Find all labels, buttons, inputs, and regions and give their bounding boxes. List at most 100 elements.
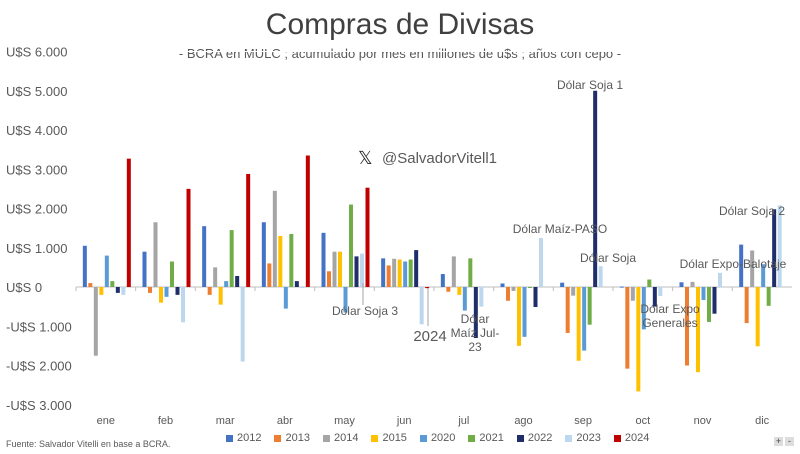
bar-2012-jul [440, 274, 445, 287]
legend-item-2012: 2012 [226, 432, 261, 444]
bar-2020-mar [224, 281, 229, 287]
bar-2020-feb [164, 287, 169, 297]
legend-label: 2014 [333, 432, 359, 444]
bar-2023-jul [479, 287, 484, 307]
bar-2013-feb [148, 287, 152, 293]
bar-2022-feb [175, 287, 180, 295]
annotation-label: Dólar Soja 2 [718, 204, 786, 218]
annotation-label: Dólar Expo-Balotaje [679, 257, 787, 271]
bar-2021-sep [587, 287, 592, 325]
legend-label: 2024 [624, 432, 650, 444]
bar-2013-may [327, 271, 331, 287]
zoom-out-button[interactable]: - [785, 437, 794, 446]
x-tick-label: ago [514, 415, 532, 427]
x-tick-label: jun [396, 415, 412, 427]
legend-item-2022: 2022 [516, 432, 553, 444]
legend-swatch [565, 434, 573, 442]
annotation-label: Dólar Soja 3 [331, 304, 399, 318]
legend-label: 2012 [237, 432, 262, 444]
bar-2022-jul [473, 287, 478, 339]
bar-2014-jul [451, 256, 456, 287]
bar-2012-dic [739, 244, 744, 287]
legend-swatch [371, 434, 379, 442]
bar-2013-abr [267, 263, 272, 287]
legend-label: 2013 [285, 432, 310, 444]
x-logo-icon: 𝕏 [358, 148, 373, 168]
y-tick-label: U$S 5.000 [6, 84, 67, 99]
bar-2012-ene [82, 245, 87, 287]
legend-swatch [516, 434, 524, 442]
legend-label: 2022 [527, 432, 553, 444]
bar-2021-ago [528, 287, 532, 288]
bar-2012-mar [202, 226, 207, 287]
bar-2020-may [343, 287, 348, 313]
x-tick-label: jul [457, 415, 469, 427]
bar-2023-mar [240, 287, 245, 362]
bar-2015-jun [397, 259, 402, 287]
x-tick-label: sep [574, 415, 592, 427]
legend-label: 2021 [479, 432, 504, 444]
bar-2022-ago [533, 287, 538, 308]
x-tick-label: mar [216, 415, 235, 427]
y-tick-label: U$S 2.000 [6, 202, 67, 217]
bar-2023-sep [598, 266, 603, 287]
bar-2020-jun [403, 261, 408, 287]
bar-2023-abr [300, 287, 305, 288]
x-tick-label: nov [694, 415, 712, 427]
y-tick-label: -U$S 3.000 [6, 398, 72, 413]
bar-2021-ene [110, 281, 115, 287]
legend-swatch [613, 434, 621, 442]
bar-2014-feb [153, 222, 158, 287]
bar-2015-sep [576, 287, 581, 361]
bar-2015-oct [636, 287, 641, 392]
bar-2015-jul [457, 287, 462, 295]
chart-subtitle: - BCRA en MULC ; acumulado por mes en mi… [178, 46, 622, 61]
annotation-label: Dólar Soja [579, 251, 637, 265]
legend-swatch [322, 434, 330, 442]
bar-2012-jun [381, 258, 386, 287]
bar-2021-may [349, 204, 353, 287]
bar-2015-ago [517, 287, 521, 346]
bar-2013-mar [207, 287, 212, 295]
bar-2021-jun [408, 259, 413, 287]
bar-2014-may [332, 251, 337, 287]
bar-2020-sep [582, 287, 587, 351]
legend-item-2014: 2014 [322, 432, 359, 444]
bar-2015-nov [696, 287, 700, 373]
legend-swatch [419, 434, 427, 442]
x-tick-label: abr [277, 415, 293, 427]
bar-2021-nov [707, 287, 711, 322]
annotation-label: Dólar Expo Generales [640, 302, 700, 330]
bar-2013-sep [565, 287, 570, 333]
legend-item-2024: 2024 [613, 432, 650, 444]
bar-2020-oct [641, 287, 646, 330]
bar-2012-ago [500, 283, 505, 287]
bar-2023-dic [777, 205, 782, 287]
legend-item-2015: 2015 [371, 432, 407, 444]
legend: 2012 2013 2014 2015 2020 2021 2022 2023 2024 [226, 432, 649, 444]
bar-2015-mar [218, 287, 223, 305]
bar-2015-abr [278, 235, 283, 287]
legend-label: 2023 [576, 432, 601, 444]
bar-2021-mar [229, 230, 234, 287]
bar-2020-jul [462, 287, 467, 311]
y-tick-label: U$S 3.000 [6, 162, 67, 177]
legend-item-2021: 2021 [468, 432, 504, 444]
annotation-label: Dólar Maíz-PASO [512, 222, 608, 236]
zoom-in-button[interactable]: + [774, 436, 783, 446]
legend-item-2023: 2023 [565, 432, 601, 444]
legend-label: 2015 [382, 432, 407, 444]
bar-2021-abr [289, 234, 294, 287]
bar-2024-jun [425, 287, 430, 289]
bar-2013-jun [386, 265, 391, 287]
bar-2022-sep [593, 90, 598, 287]
bar-2014-sep [571, 287, 576, 296]
y-tick-label: -U$S 2.000 [6, 359, 72, 374]
bar-2014-nov [690, 281, 695, 287]
legend-swatch [468, 434, 476, 442]
bar-2015-dic [755, 287, 760, 347]
bar-2013-ene [88, 283, 93, 287]
bar-2014-jun [392, 258, 397, 287]
